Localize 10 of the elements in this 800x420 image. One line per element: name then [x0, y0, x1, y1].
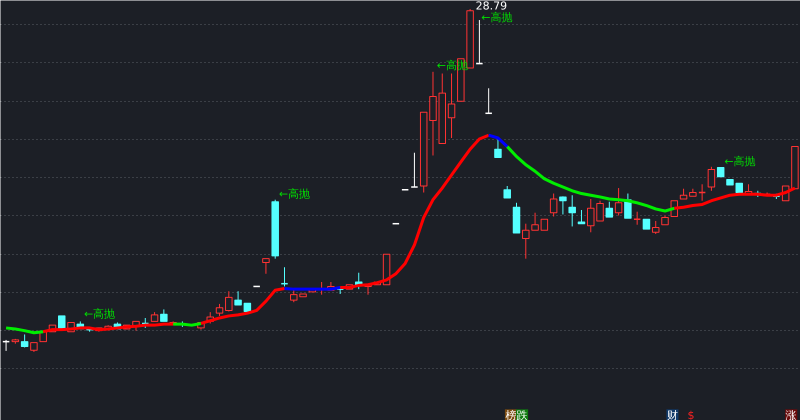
text: $ [687, 408, 694, 420]
annotation: ←高抛 [278, 188, 310, 201]
annotation: 28.79 [476, 0, 508, 12]
annotation: ←高抛 [84, 308, 116, 321]
annotation: ←高抛 [481, 11, 512, 24]
text: 财 [666, 408, 678, 420]
text: 跌 [516, 408, 528, 420]
annotation: ←高抛 [724, 155, 756, 168]
text: 榜 [505, 408, 516, 420]
text: 涨 [786, 408, 797, 420]
